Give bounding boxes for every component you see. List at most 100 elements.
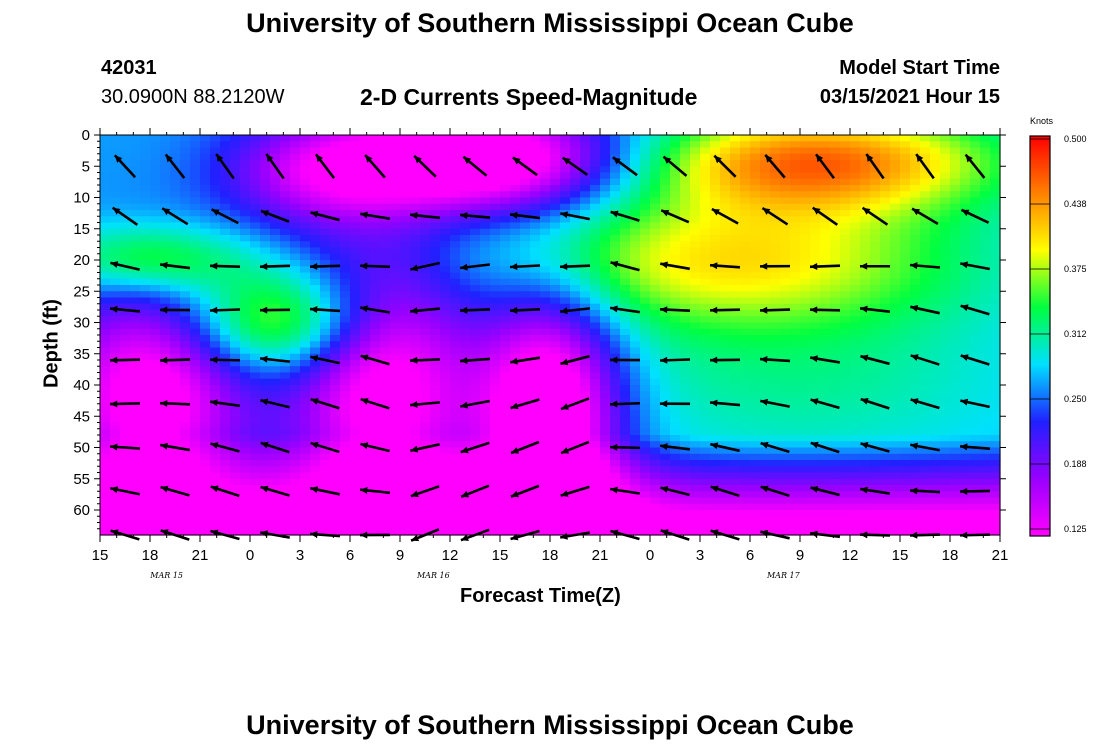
heatmap-cell xyxy=(810,278,821,286)
heatmap-cell xyxy=(450,247,461,255)
heatmap-cell xyxy=(480,247,491,255)
heatmap-cell xyxy=(120,416,131,424)
heatmap-cell xyxy=(810,160,821,167)
heatmap-cell xyxy=(280,266,291,274)
heatmap-cell xyxy=(250,503,261,511)
heatmap-cell xyxy=(820,235,831,242)
heatmap-cell xyxy=(510,378,521,386)
heatmap-cell xyxy=(270,191,281,199)
heatmap-cell xyxy=(380,478,391,486)
heatmap-cell xyxy=(250,522,261,530)
heatmap-cell xyxy=(820,291,831,299)
heatmap-cell xyxy=(490,410,501,417)
heatmap-cell xyxy=(730,260,741,267)
heatmap-cell xyxy=(520,472,531,480)
heatmap-cell xyxy=(200,291,211,299)
heatmap-cell xyxy=(860,322,871,330)
heatmap-cell xyxy=(410,472,421,480)
heatmap-cell xyxy=(690,253,701,261)
heatmap-cell xyxy=(420,391,431,399)
heatmap-cell xyxy=(430,466,441,474)
heatmap-cell xyxy=(870,153,881,161)
heatmap-cell xyxy=(250,335,261,342)
heatmap-cell xyxy=(230,216,241,224)
heatmap-cell xyxy=(830,147,841,155)
heatmap-cell xyxy=(540,222,551,230)
heatmap-cell xyxy=(770,172,781,180)
heatmap-cell xyxy=(550,416,561,424)
heatmap-cell xyxy=(250,378,261,386)
heatmap-cell xyxy=(720,310,731,317)
heatmap-cell xyxy=(140,141,151,149)
heatmap-cell xyxy=(470,372,481,380)
heatmap-cell xyxy=(190,197,201,205)
heatmap-cell xyxy=(490,247,501,255)
heatmap-cell xyxy=(460,285,471,292)
heatmap-cell xyxy=(460,460,471,467)
heatmap-cell xyxy=(140,453,151,461)
heatmap-cell xyxy=(700,366,711,374)
heatmap-cell xyxy=(240,378,251,386)
heatmap-cell xyxy=(830,316,841,324)
heatmap-cell xyxy=(330,291,341,299)
heatmap-cell xyxy=(520,485,531,492)
heatmap-cell xyxy=(380,491,391,499)
heatmap-cell xyxy=(690,172,701,180)
heatmap-cell xyxy=(860,341,871,349)
heatmap-cell xyxy=(790,322,801,330)
heatmap-cell xyxy=(150,141,161,149)
heatmap-cell xyxy=(280,485,291,492)
heatmap-cell xyxy=(660,247,671,255)
heatmap-cell xyxy=(240,222,251,230)
heatmap-cell xyxy=(790,472,801,480)
heatmap-cell xyxy=(130,253,141,261)
heatmap-cell xyxy=(520,466,531,474)
heatmap-cell xyxy=(380,503,391,511)
heatmap-cell xyxy=(690,360,701,367)
heatmap-cell xyxy=(500,485,511,492)
heatmap-cell xyxy=(300,391,311,399)
heatmap-cell xyxy=(580,191,591,199)
heatmap-cell xyxy=(730,460,741,467)
heatmap-cell xyxy=(740,272,751,280)
heatmap-cell xyxy=(470,522,481,530)
heatmap-cell xyxy=(760,291,771,299)
heatmap-cell xyxy=(810,378,821,386)
heatmap-cell xyxy=(330,453,341,461)
heatmap-cell xyxy=(130,466,141,474)
heatmap-cell xyxy=(420,191,431,199)
heatmap-cell xyxy=(230,316,241,324)
heatmap-cell xyxy=(820,372,831,380)
heatmap-cell xyxy=(610,403,621,411)
heatmap-cell xyxy=(530,197,541,205)
heatmap-cell xyxy=(760,497,771,505)
heatmap-cell xyxy=(430,478,441,486)
heatmap-cell xyxy=(140,228,151,236)
heatmap-cell xyxy=(750,322,761,330)
heatmap-cell xyxy=(540,147,551,155)
heatmap-cell xyxy=(850,347,861,355)
heatmap-cell xyxy=(540,372,551,380)
heatmap-cell xyxy=(200,497,211,505)
heatmap-cell xyxy=(690,422,701,430)
heatmap-cell xyxy=(530,147,541,155)
heatmap-cell xyxy=(250,410,261,417)
heatmap-cell xyxy=(300,210,311,217)
heatmap-cell xyxy=(130,353,141,361)
heatmap-cell xyxy=(540,272,551,280)
heatmap-cell xyxy=(250,497,261,505)
heatmap-cell xyxy=(220,197,231,205)
heatmap-cell xyxy=(820,303,831,311)
heatmap-cell xyxy=(740,460,751,467)
heatmap-cell xyxy=(190,435,201,442)
heatmap-cell xyxy=(310,466,321,474)
heatmap-cell xyxy=(800,322,811,330)
heatmap-cell xyxy=(770,241,781,249)
heatmap-cell xyxy=(830,416,841,424)
heatmap-cell xyxy=(230,197,241,205)
heatmap-cell xyxy=(870,160,881,167)
heatmap-cell xyxy=(320,522,331,530)
heatmap-cell xyxy=(330,478,341,486)
heatmap-cell xyxy=(290,341,301,349)
heatmap-cell xyxy=(160,197,171,205)
